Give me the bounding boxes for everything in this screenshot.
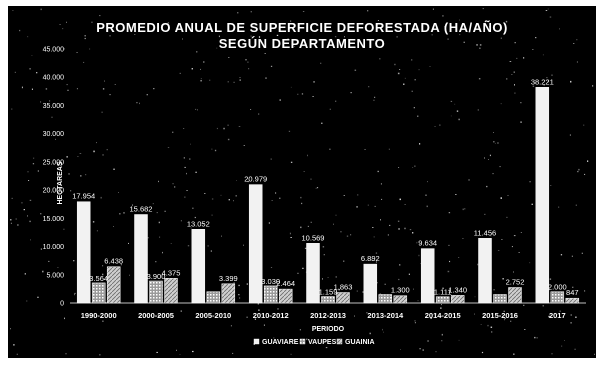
x-category-label: 2014-2015: [425, 311, 461, 320]
bar-guainia: [565, 297, 580, 304]
data-label-guainia: 2.752: [506, 278, 525, 287]
bar-guaviare: [306, 243, 320, 304]
x-category-label: 1990-2000: [81, 311, 117, 320]
chart-background: [8, 6, 596, 358]
bar-guainia: [508, 287, 522, 304]
data-label-guainia: 4.375: [162, 268, 181, 277]
bar-guaviare: [134, 214, 148, 304]
bar-vaupes: [493, 294, 507, 304]
bar-guaviare: [363, 263, 378, 304]
y-tick-label: 40.000: [43, 75, 65, 82]
chart-title-line2: SEGÚN DEPARTAMENTO: [219, 36, 385, 51]
bar-vaupes: [321, 296, 335, 304]
y-tick-label: 10.000: [43, 244, 65, 251]
x-category-label: 2000-2005: [138, 311, 174, 320]
bar-vaupes: [550, 291, 565, 304]
y-tick-label: 15.000: [43, 216, 65, 223]
data-label-guaviare: 13.052: [187, 219, 210, 228]
bar-guaviare: [248, 184, 263, 304]
x-category-label: 2015-2016: [482, 311, 518, 320]
bar-vaupes: [263, 285, 278, 304]
y-tick-label: 25.000: [43, 159, 65, 166]
data-label-guainia: 3.399: [219, 274, 238, 283]
data-label-vaupes: 3.030: [261, 277, 280, 286]
legend-swatch-guaviare: [253, 338, 260, 345]
data-label-guaviare: 11.456: [474, 228, 496, 237]
legend-swatch-vaupes: [299, 338, 306, 345]
legend-swatch-guainia: [336, 338, 343, 345]
data-label-vaupes: 3.900: [147, 272, 166, 281]
bar-guainia: [106, 266, 121, 304]
y-tick-label: 45.000: [43, 47, 65, 54]
data-label-guaviare: 15.682: [130, 205, 153, 214]
data-label-vaupes: 1.111: [434, 288, 452, 297]
legend-label-guaviare: GUAVIARE: [262, 339, 299, 346]
bar-vaupes: [149, 280, 163, 304]
y-tick-label: 35.000: [43, 103, 65, 110]
bar-guainia: [336, 292, 350, 304]
x-axis-categories: 1990-2000 2000-2005 2005-2010 2010-2012 2012…: [81, 311, 566, 320]
bar-guaviare: [76, 201, 91, 304]
bar-guainia: [450, 295, 465, 304]
x-category-label: 2012-2013: [310, 311, 346, 320]
bar-vaupes: [435, 296, 450, 304]
y-tick-label: 5.000: [46, 272, 64, 279]
data-label-guaviare: 9.634: [418, 239, 437, 248]
y-tick-label: 30.000: [43, 131, 65, 138]
bar-vaupes: [378, 294, 393, 304]
bar-vaupes: [206, 291, 221, 304]
legend-label-guainia: GUAINIA: [345, 339, 375, 346]
data-label-vaupes: 3.564: [89, 274, 108, 283]
chart-title-line1: PROMEDIO ANUAL DE SUPERFICIE DEFORESTADA…: [96, 20, 508, 35]
data-label-guainia: 1.300: [391, 286, 410, 295]
x-axis-title: PERIODO: [312, 326, 345, 333]
data-label-guainia: 2.464: [276, 279, 295, 288]
bar-guainia: [278, 288, 293, 304]
bar-guaviare: [535, 87, 550, 304]
data-label-guaviare: 38.221: [531, 77, 554, 86]
x-category-label: 2005-2010: [195, 311, 231, 320]
data-label-guaviare: 10.569: [302, 233, 325, 242]
data-label-guainia: 1.863: [334, 283, 353, 292]
data-label-vaupes: 1.159: [319, 288, 338, 297]
y-axis-title: HECTAREAS: [57, 161, 64, 204]
data-label-guaviare: 17.954: [72, 192, 95, 201]
bar-vaupes: [91, 282, 106, 304]
legend-label-vaupes: VAUPES: [308, 339, 337, 346]
bars-group: [76, 87, 580, 304]
bar-guainia: [393, 295, 408, 304]
bar-guaviare: [478, 238, 492, 304]
bar-guaviare: [191, 229, 206, 304]
data-label-guainia: 1.340: [448, 285, 467, 294]
y-tick-label: 0: [60, 301, 64, 308]
legend: GUAVIARE VAUPES GUAINIA: [253, 338, 375, 346]
x-category-label: 2017: [549, 311, 566, 320]
bar-guaviare: [420, 248, 435, 304]
data-label-vaupes: 2.000: [548, 283, 567, 292]
data-label-guaviare: 6.892: [361, 254, 380, 263]
data-label-guainia: 847: [566, 288, 579, 297]
y-axis-ticks: 0 5.000 10.000 15.000 20.000 25.000 30.000 35.0…: [43, 47, 65, 308]
y-tick-label: 20.000: [43, 188, 65, 195]
x-category-label: 2013-2014: [367, 311, 404, 320]
bar-guainia: [164, 278, 178, 304]
data-label-guaviare: 20.979: [244, 175, 267, 184]
data-label-guainia: 6.438: [104, 257, 123, 266]
bar-guainia: [221, 283, 236, 304]
x-category-label: 2010-2012: [253, 311, 289, 320]
